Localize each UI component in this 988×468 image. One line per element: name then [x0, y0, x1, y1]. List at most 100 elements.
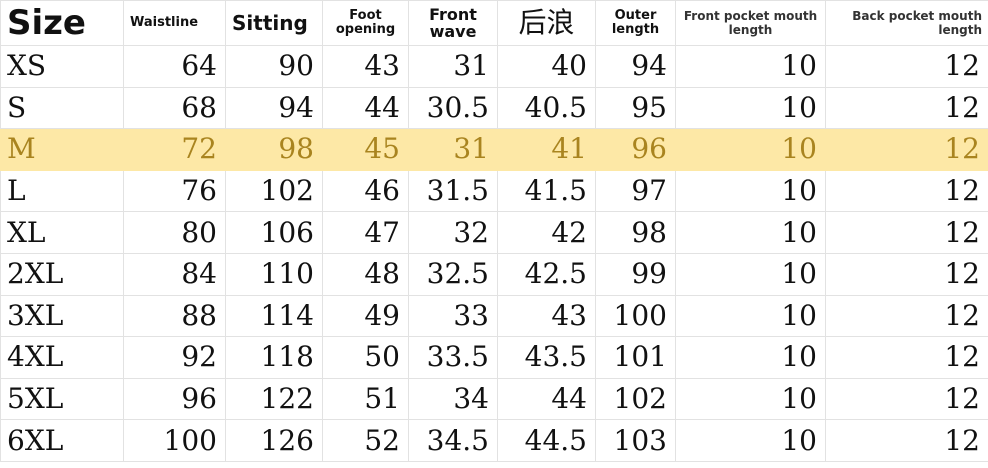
value-cell: 12 [825, 336, 988, 379]
value-cell: 41.5 [497, 169, 596, 213]
header-cell: 后浪 [497, 0, 596, 46]
header-cell: Size [0, 0, 124, 46]
value-cell: 12 [825, 45, 988, 88]
value-cell: 44 [497, 377, 596, 421]
size-cell: L [0, 169, 124, 213]
table-row: L 76 102 46 31.5 41.5 97 10 12 [0, 169, 988, 213]
value-cell: 41 [497, 128, 596, 171]
value-cell: 99 [595, 252, 676, 296]
value-cell: 48 [322, 252, 409, 296]
value-cell: 31 [408, 45, 498, 88]
value-cell: 98 [595, 211, 676, 254]
value-cell: 32 [408, 211, 498, 254]
value-cell: 12 [825, 377, 988, 421]
value-cell: 118 [225, 336, 323, 379]
value-cell: 10 [675, 211, 826, 254]
size-cell: XS [0, 45, 124, 88]
value-cell: 102 [595, 377, 676, 421]
value-cell: 84 [123, 252, 226, 296]
header-cell: Back pocket mouth length [825, 0, 988, 46]
size-cell: M [0, 128, 124, 171]
size-cell: 4XL [0, 336, 124, 379]
value-cell: 49 [322, 294, 409, 338]
size-cell: 6XL [0, 419, 124, 462]
value-cell: 52 [322, 419, 409, 462]
value-cell: 90 [225, 45, 323, 88]
value-cell: 50 [322, 336, 409, 379]
value-cell: 30.5 [408, 86, 498, 130]
table-row: XL 80 106 47 32 42 98 10 12 [0, 211, 988, 254]
size-cell: XL [0, 211, 124, 254]
value-cell: 12 [825, 294, 988, 338]
value-cell: 72 [123, 128, 226, 171]
header-cell: Front wave [408, 0, 498, 46]
table-row: S 68 94 44 30.5 40.5 95 10 12 [0, 86, 988, 130]
table-row: 2XL 84 110 48 32.5 42.5 99 10 12 [0, 252, 988, 296]
value-cell: 92 [123, 336, 226, 379]
value-cell: 103 [595, 419, 676, 462]
table-row: 3XL 88 114 49 33 43 100 10 12 [0, 294, 988, 338]
value-cell: 10 [675, 86, 826, 130]
value-cell: 10 [675, 169, 826, 213]
value-cell: 68 [123, 86, 226, 130]
value-cell: 64 [123, 45, 226, 88]
value-cell: 44 [322, 86, 409, 130]
table-row: M 72 98 45 31 41 96 10 12 [0, 128, 988, 171]
value-cell: 43 [497, 294, 596, 338]
table-row: XS 64 90 43 31 40 94 10 12 [0, 45, 988, 88]
value-cell: 42.5 [497, 252, 596, 296]
value-cell: 40.5 [497, 86, 596, 130]
size-cell: 5XL [0, 377, 124, 421]
value-cell: 44.5 [497, 419, 596, 462]
value-cell: 88 [123, 294, 226, 338]
table-body: XS 64 90 43 31 40 94 10 12 S 68 94 44 30.5 40.5 95 10 12 M… [0, 45, 988, 462]
value-cell: 40 [497, 45, 596, 88]
value-cell: 12 [825, 211, 988, 254]
value-cell: 110 [225, 252, 323, 296]
size-cell: 3XL [0, 294, 124, 338]
value-cell: 43.5 [497, 336, 596, 379]
value-cell: 34.5 [408, 419, 498, 462]
value-cell: 76 [123, 169, 226, 213]
value-cell: 10 [675, 336, 826, 379]
value-cell: 101 [595, 336, 676, 379]
value-cell: 32.5 [408, 252, 498, 296]
size-cell: 2XL [0, 252, 124, 296]
value-cell: 12 [825, 169, 988, 213]
value-cell: 12 [825, 86, 988, 130]
value-cell: 46 [322, 169, 409, 213]
table-row: 4XL 92 118 50 33.5 43.5 101 10 12 [0, 336, 988, 379]
value-cell: 42 [497, 211, 596, 254]
value-cell: 80 [123, 211, 226, 254]
value-cell: 51 [322, 377, 409, 421]
value-cell: 10 [675, 45, 826, 88]
value-cell: 45 [322, 128, 409, 171]
header-cell: Foot opening [322, 0, 409, 46]
value-cell: 33.5 [408, 336, 498, 379]
table-row: 5XL 96 122 51 34 44 102 10 12 [0, 377, 988, 421]
value-cell: 96 [595, 128, 676, 171]
value-cell: 126 [225, 419, 323, 462]
size-cell: S [0, 86, 124, 130]
value-cell: 47 [322, 211, 409, 254]
value-cell: 114 [225, 294, 323, 338]
value-cell: 12 [825, 419, 988, 462]
header-cell: Waistline [123, 0, 226, 46]
value-cell: 12 [825, 252, 988, 296]
value-cell: 95 [595, 86, 676, 130]
value-cell: 33 [408, 294, 498, 338]
value-cell: 122 [225, 377, 323, 421]
table-row: 6XL 100 126 52 34.5 44.5 103 10 12 [0, 419, 988, 462]
value-cell: 31 [408, 128, 498, 171]
value-cell: 10 [675, 128, 826, 171]
value-cell: 31.5 [408, 169, 498, 213]
value-cell: 12 [825, 128, 988, 171]
header-cell: Sitting [225, 0, 323, 46]
value-cell: 10 [675, 294, 826, 338]
value-cell: 94 [595, 45, 676, 88]
value-cell: 102 [225, 169, 323, 213]
value-cell: 10 [675, 419, 826, 462]
value-cell: 94 [225, 86, 323, 130]
value-cell: 10 [675, 252, 826, 296]
